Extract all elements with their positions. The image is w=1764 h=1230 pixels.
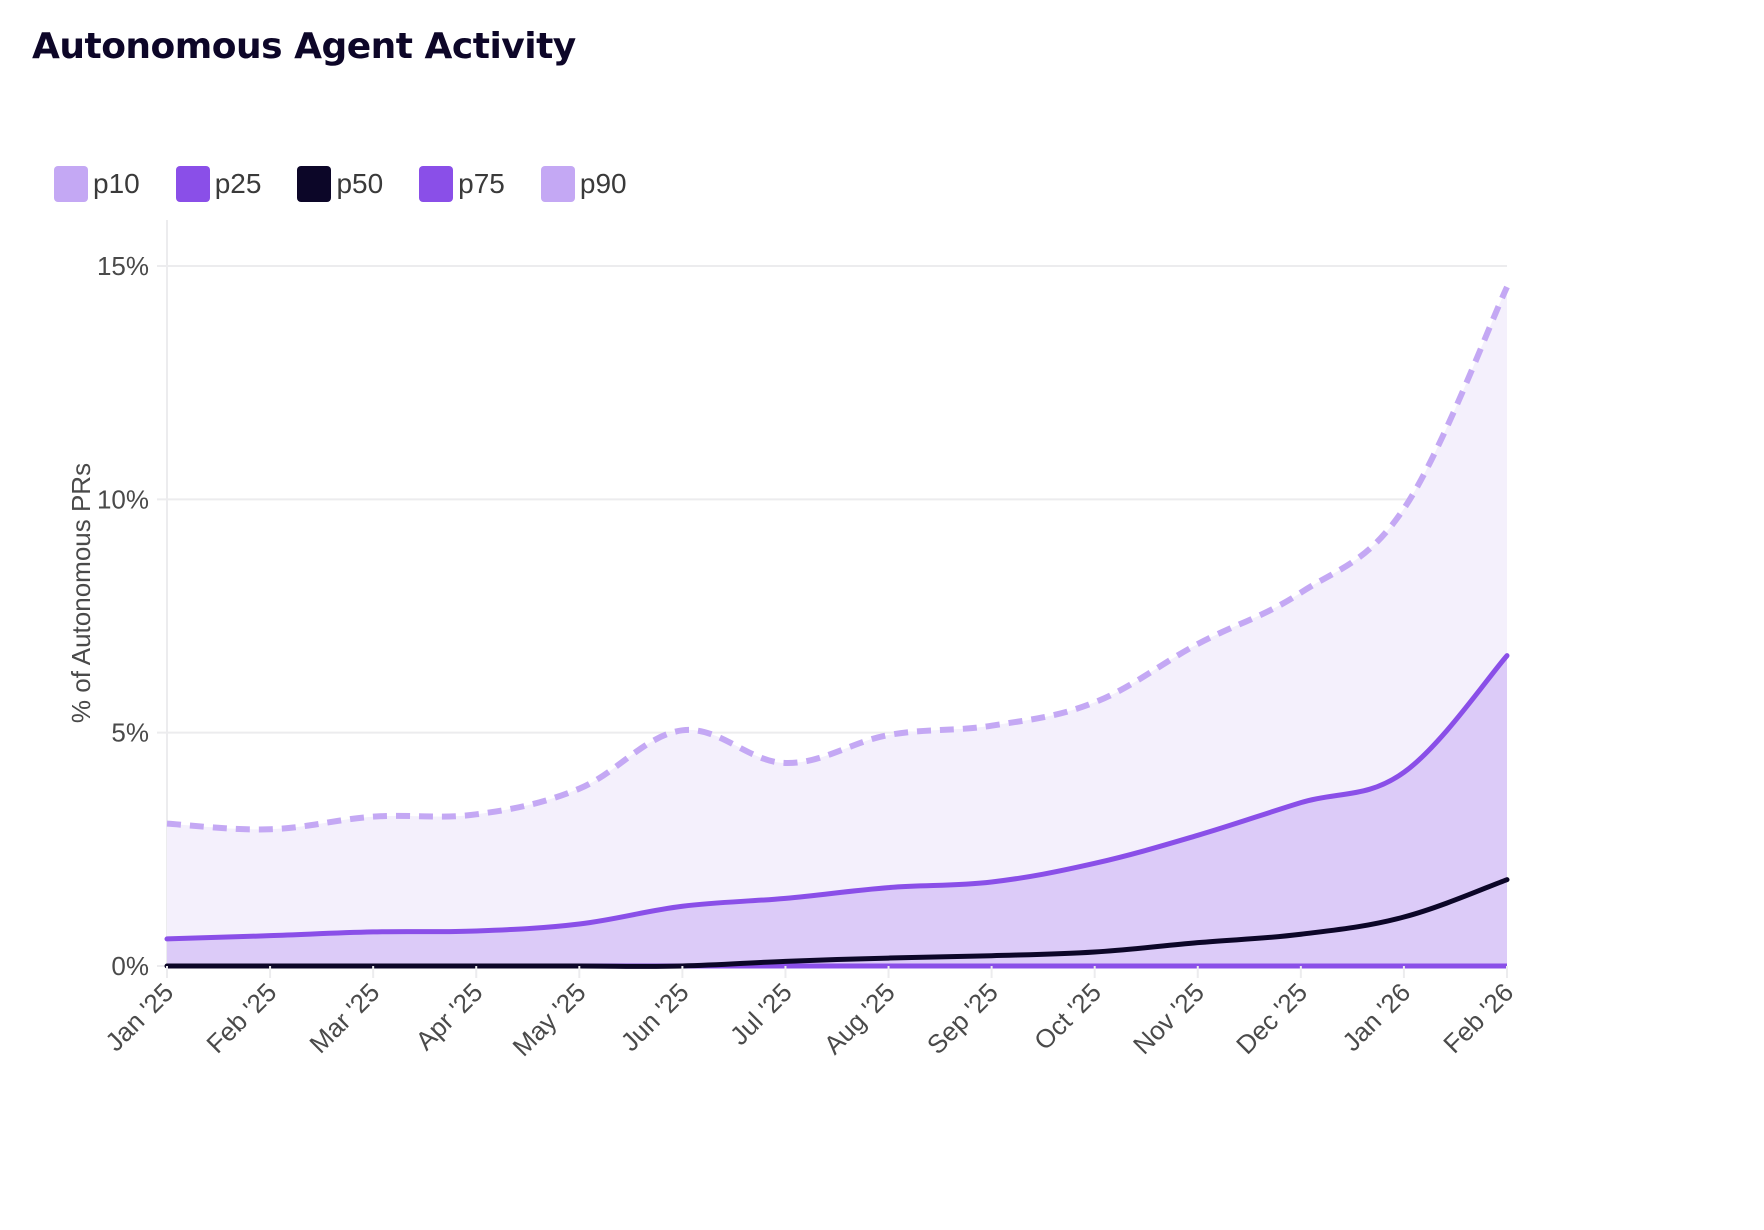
line-p90 [166, 285, 1510, 833]
legend-swatch-p75 [419, 166, 454, 202]
band-p25-p75 [167, 655, 1507, 966]
legend-label-p75: p75 [458, 168, 505, 199]
x-tick-label: Jul '25 [724, 977, 798, 1051]
y-tick-label: 10% [97, 484, 149, 514]
line-p50 [164, 877, 1510, 969]
x-tick-label: Jun '25 [615, 977, 695, 1057]
line-p75 [164, 653, 1510, 942]
y-axis: 0% 5% 10% 15% [97, 251, 149, 981]
legend-item-p10[interactable]: p10 [54, 166, 140, 202]
x-tick-label: Dec '25 [1230, 977, 1313, 1060]
y-axis-title: % of Autonomous PRs [66, 463, 96, 723]
legend: p10 p25 p50 p75 p90 [54, 166, 663, 202]
y-tick-label: 0% [111, 951, 149, 981]
legend-label-p50: p50 [336, 168, 384, 199]
legend-item-p90[interactable]: p90 [540, 166, 627, 202]
x-tick-label: Oct '25 [1028, 977, 1107, 1056]
legend-item-p75[interactable]: p75 [419, 166, 505, 202]
x-tick-label: Sep '25 [921, 977, 1004, 1060]
x-tick-label: Apr '25 [410, 977, 489, 1056]
legend-label-p25: p25 [214, 168, 262, 199]
x-tick-label: Aug '25 [818, 977, 901, 1060]
y-tick-label: 5% [111, 718, 149, 748]
legend-swatch-p50 [297, 166, 332, 202]
bands [167, 287, 1507, 966]
x-axis: Jan '25 Feb '25 Mar '25 Apr '25 May '25 Jun '… [99, 966, 1519, 1062]
legend-swatch-p25 [175, 166, 210, 202]
legend-swatch-p10 [54, 166, 88, 202]
legend-label-p10: p10 [93, 168, 140, 199]
x-tick-label: Jan '25 [99, 977, 179, 1057]
x-tick-label: Feb '26 [1437, 977, 1519, 1059]
x-tick-label: Jan '26 [1336, 977, 1416, 1057]
x-tick-label: Nov '25 [1127, 977, 1210, 1060]
band-p10-p90 [167, 287, 1507, 966]
series-lines [164, 285, 1510, 969]
y-tick-label: 15% [97, 251, 149, 281]
legend-label-p90: p90 [579, 168, 627, 199]
x-tick-label: Feb '25 [200, 977, 282, 1059]
x-tick-label: May '25 [507, 977, 592, 1062]
legend-swatch-p90 [540, 166, 575, 202]
legend-item-p50[interactable]: p50 [297, 166, 383, 202]
x-tick-label: Mar '25 [303, 977, 385, 1059]
legend-item-p25[interactable]: p25 [175, 166, 262, 202]
chart-title: Autonomous Agent Activity [32, 26, 576, 67]
